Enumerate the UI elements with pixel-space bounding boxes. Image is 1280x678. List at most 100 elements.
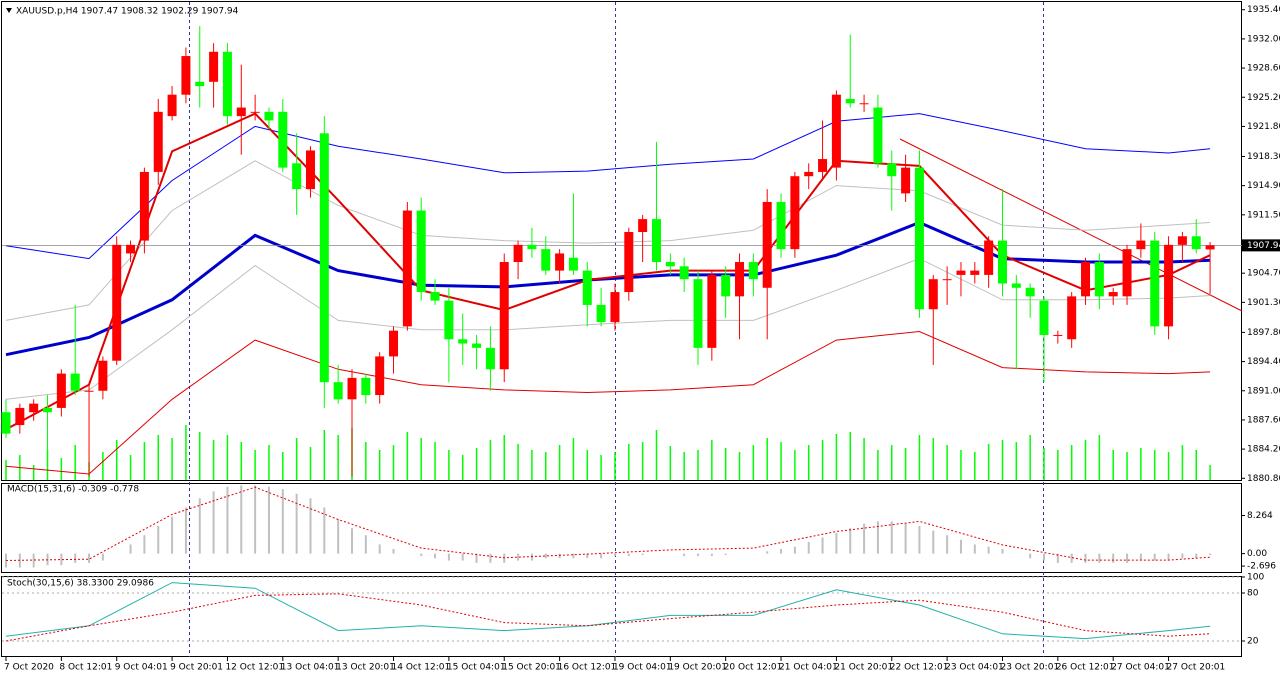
candle-body	[472, 343, 482, 348]
candle-body	[333, 382, 343, 400]
macd-title: MACD(15,31,6) -0.309 -0.778	[7, 485, 139, 495]
y-tick-label: 1884.20	[1247, 445, 1280, 455]
chart-title: XAUUSD.p,H4 1907.47 1908.32 1902.29 1907…	[16, 7, 239, 17]
x-tick-label: 13 Oct 04:01	[281, 663, 340, 673]
candle-body	[914, 167, 924, 310]
y-tick-label: 1921.80	[1247, 122, 1280, 132]
x-tick-label: 22 Oct 12:01	[890, 663, 949, 673]
y-tick-label: 1935.40	[1247, 5, 1280, 15]
x-tick-label: 13 Oct 20:01	[336, 663, 395, 673]
candle-body	[831, 94, 841, 168]
candle-body	[513, 244, 523, 263]
x-tick-label: 26 Oct 12:01	[1056, 663, 1115, 673]
main-panel	[1, 1, 1242, 481]
candle-body	[1094, 262, 1104, 297]
y-tick-label: 1897.80	[1247, 328, 1280, 338]
candle-body	[458, 339, 468, 344]
x-tick-label: 20 Oct 12:01	[724, 663, 783, 673]
y-tick-label: 1918.30	[1247, 152, 1280, 162]
stoch-panel	[1, 576, 1242, 657]
candle-body	[43, 407, 53, 413]
current-price-label: 1907.94	[1247, 241, 1280, 251]
candle-body	[804, 171, 814, 177]
candle-body	[209, 51, 219, 82]
x-tick-label: 9 Oct 04:01	[115, 663, 168, 673]
candle-body	[651, 219, 661, 263]
candle-body	[582, 270, 592, 305]
x-tick-label: 12 Oct 12:01	[225, 663, 284, 673]
y-tick-label: 8.264	[1247, 511, 1273, 521]
stoch-line	[5, 593, 1211, 642]
candle-body	[735, 262, 745, 297]
candle-body	[693, 279, 703, 348]
candle-body	[942, 279, 952, 281]
candle-body	[555, 253, 565, 271]
x-tick-label: 7 Oct 2020	[4, 663, 54, 673]
x-tick-label: 19 Oct 20:01	[668, 663, 727, 673]
candle-body	[29, 403, 39, 413]
y-tick-label: 20	[1247, 637, 1259, 647]
indicator-line	[5, 113, 1211, 260]
y-tick-label: 1887.60	[1247, 415, 1280, 425]
candle-body	[638, 219, 648, 232]
y-tick-label: 0.00	[1247, 549, 1267, 559]
macd-panel	[1, 483, 1242, 573]
candle-body	[1108, 292, 1118, 297]
candle-body	[84, 390, 94, 392]
x-tick-label: 19 Oct 04:01	[613, 663, 672, 673]
candle-body	[610, 292, 620, 323]
candle-body	[1053, 334, 1063, 336]
candle-body	[292, 163, 302, 190]
candle-body	[1164, 244, 1174, 327]
candle-body	[1039, 300, 1049, 335]
candle-body	[485, 347, 495, 370]
candle-body	[278, 111, 288, 168]
y-tick-label: 1928.60	[1247, 64, 1280, 74]
stoch-title: Stoch(30,15,6) 38.3300 29.0986	[7, 579, 154, 589]
x-tick-label: 16 Oct 12:01	[558, 663, 617, 673]
y-tick-label: 1914.90	[1247, 181, 1280, 191]
candle-body	[70, 373, 80, 391]
menu-arrow	[6, 8, 12, 13]
candle-body	[748, 262, 758, 280]
x-tick-label: 21 Oct 20:01	[834, 663, 893, 673]
candle-body	[1122, 249, 1132, 297]
candle-body	[361, 377, 371, 396]
candle-body	[98, 360, 108, 391]
candle-body	[845, 98, 855, 104]
candle-body	[1177, 236, 1187, 245]
candle-body	[15, 407, 25, 426]
candle-body	[236, 107, 246, 117]
candle-body	[264, 111, 274, 121]
candle-body	[665, 262, 675, 267]
candle-body	[873, 107, 883, 164]
x-tick-label: 15 Oct 20:01	[502, 663, 561, 673]
candle-body	[1011, 283, 1021, 288]
candle-body	[901, 167, 911, 194]
candle-body	[181, 56, 191, 95]
candle-body	[707, 274, 717, 348]
x-tick-label: 15 Oct 04:01	[447, 663, 506, 673]
y-tick-label: 1901.30	[1247, 298, 1280, 308]
y-tick-label: 1932.00	[1247, 34, 1280, 44]
x-tick-label: 27 Oct 04:01	[1111, 663, 1170, 673]
candle-body	[167, 94, 177, 117]
candle-body	[153, 111, 163, 172]
candle-body	[416, 210, 426, 293]
y-tick-label: 80	[1247, 589, 1259, 599]
candle-body	[375, 356, 385, 396]
candle-body	[984, 240, 994, 275]
x-tick-label: 23 Oct 04:01	[945, 663, 1004, 673]
y-tick-label: 1880.80	[1247, 474, 1280, 484]
candle-body	[1025, 287, 1035, 297]
macd-signal	[5, 486, 1211, 561]
stoch-line	[5, 582, 1211, 640]
candle-body	[624, 231, 634, 293]
candle-body	[430, 292, 440, 301]
candle-body	[887, 163, 897, 177]
x-tick-label: 27 Oct 20:01	[1167, 663, 1226, 673]
candle-body	[1, 412, 11, 434]
candle-body	[1205, 245, 1215, 250]
